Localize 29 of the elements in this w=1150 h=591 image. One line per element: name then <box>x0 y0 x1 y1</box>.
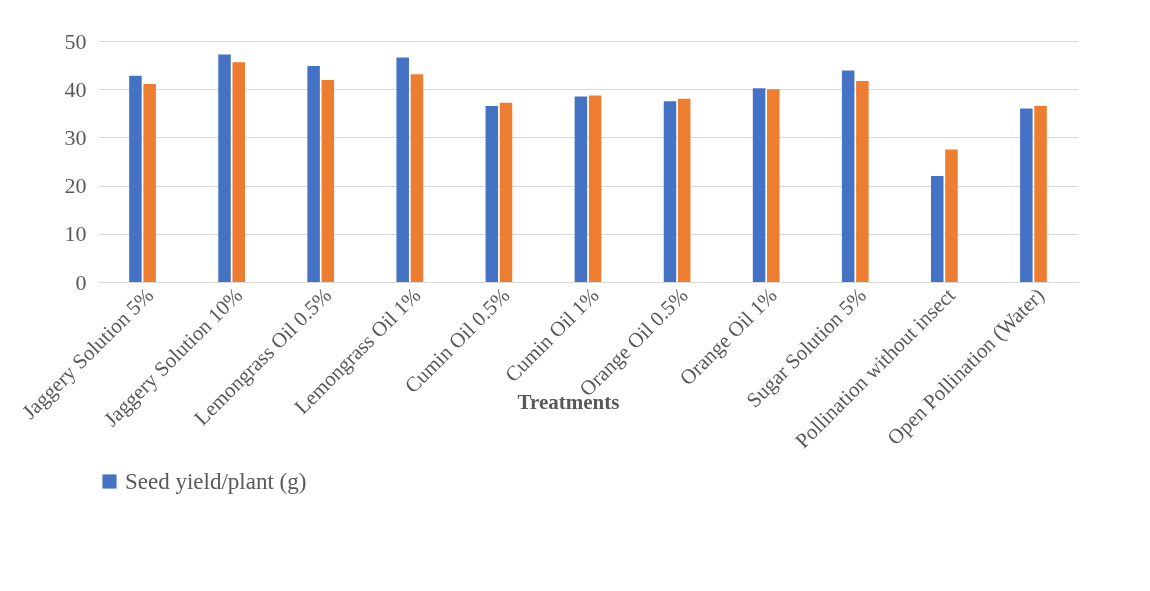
bar <box>574 96 588 282</box>
bar <box>856 81 869 282</box>
bar <box>677 98 691 282</box>
bar <box>499 102 513 282</box>
bar <box>307 66 320 282</box>
y-tick-label: 50 <box>64 28 87 54</box>
bar <box>931 175 944 282</box>
y-tick-label: 30 <box>64 124 87 150</box>
y-tick-label: 0 <box>75 269 87 295</box>
y-tick-label: 40 <box>64 76 87 102</box>
bar <box>588 95 602 282</box>
bar <box>752 88 766 282</box>
bar <box>396 57 409 282</box>
y-tick-label: 20 <box>64 173 87 199</box>
bar <box>410 74 424 282</box>
bar <box>129 75 142 282</box>
bar <box>485 106 499 282</box>
bar <box>232 62 245 282</box>
bar <box>321 80 335 282</box>
bar <box>1020 108 1033 282</box>
bar <box>767 89 780 282</box>
bar <box>663 101 677 282</box>
bar <box>143 83 156 282</box>
bar <box>841 70 855 282</box>
bar <box>945 149 958 282</box>
bar <box>218 54 231 282</box>
bar <box>1034 106 1047 282</box>
legend-label: Seed yield/plant (g) <box>125 468 307 494</box>
y-tick-label: 10 <box>64 221 87 247</box>
